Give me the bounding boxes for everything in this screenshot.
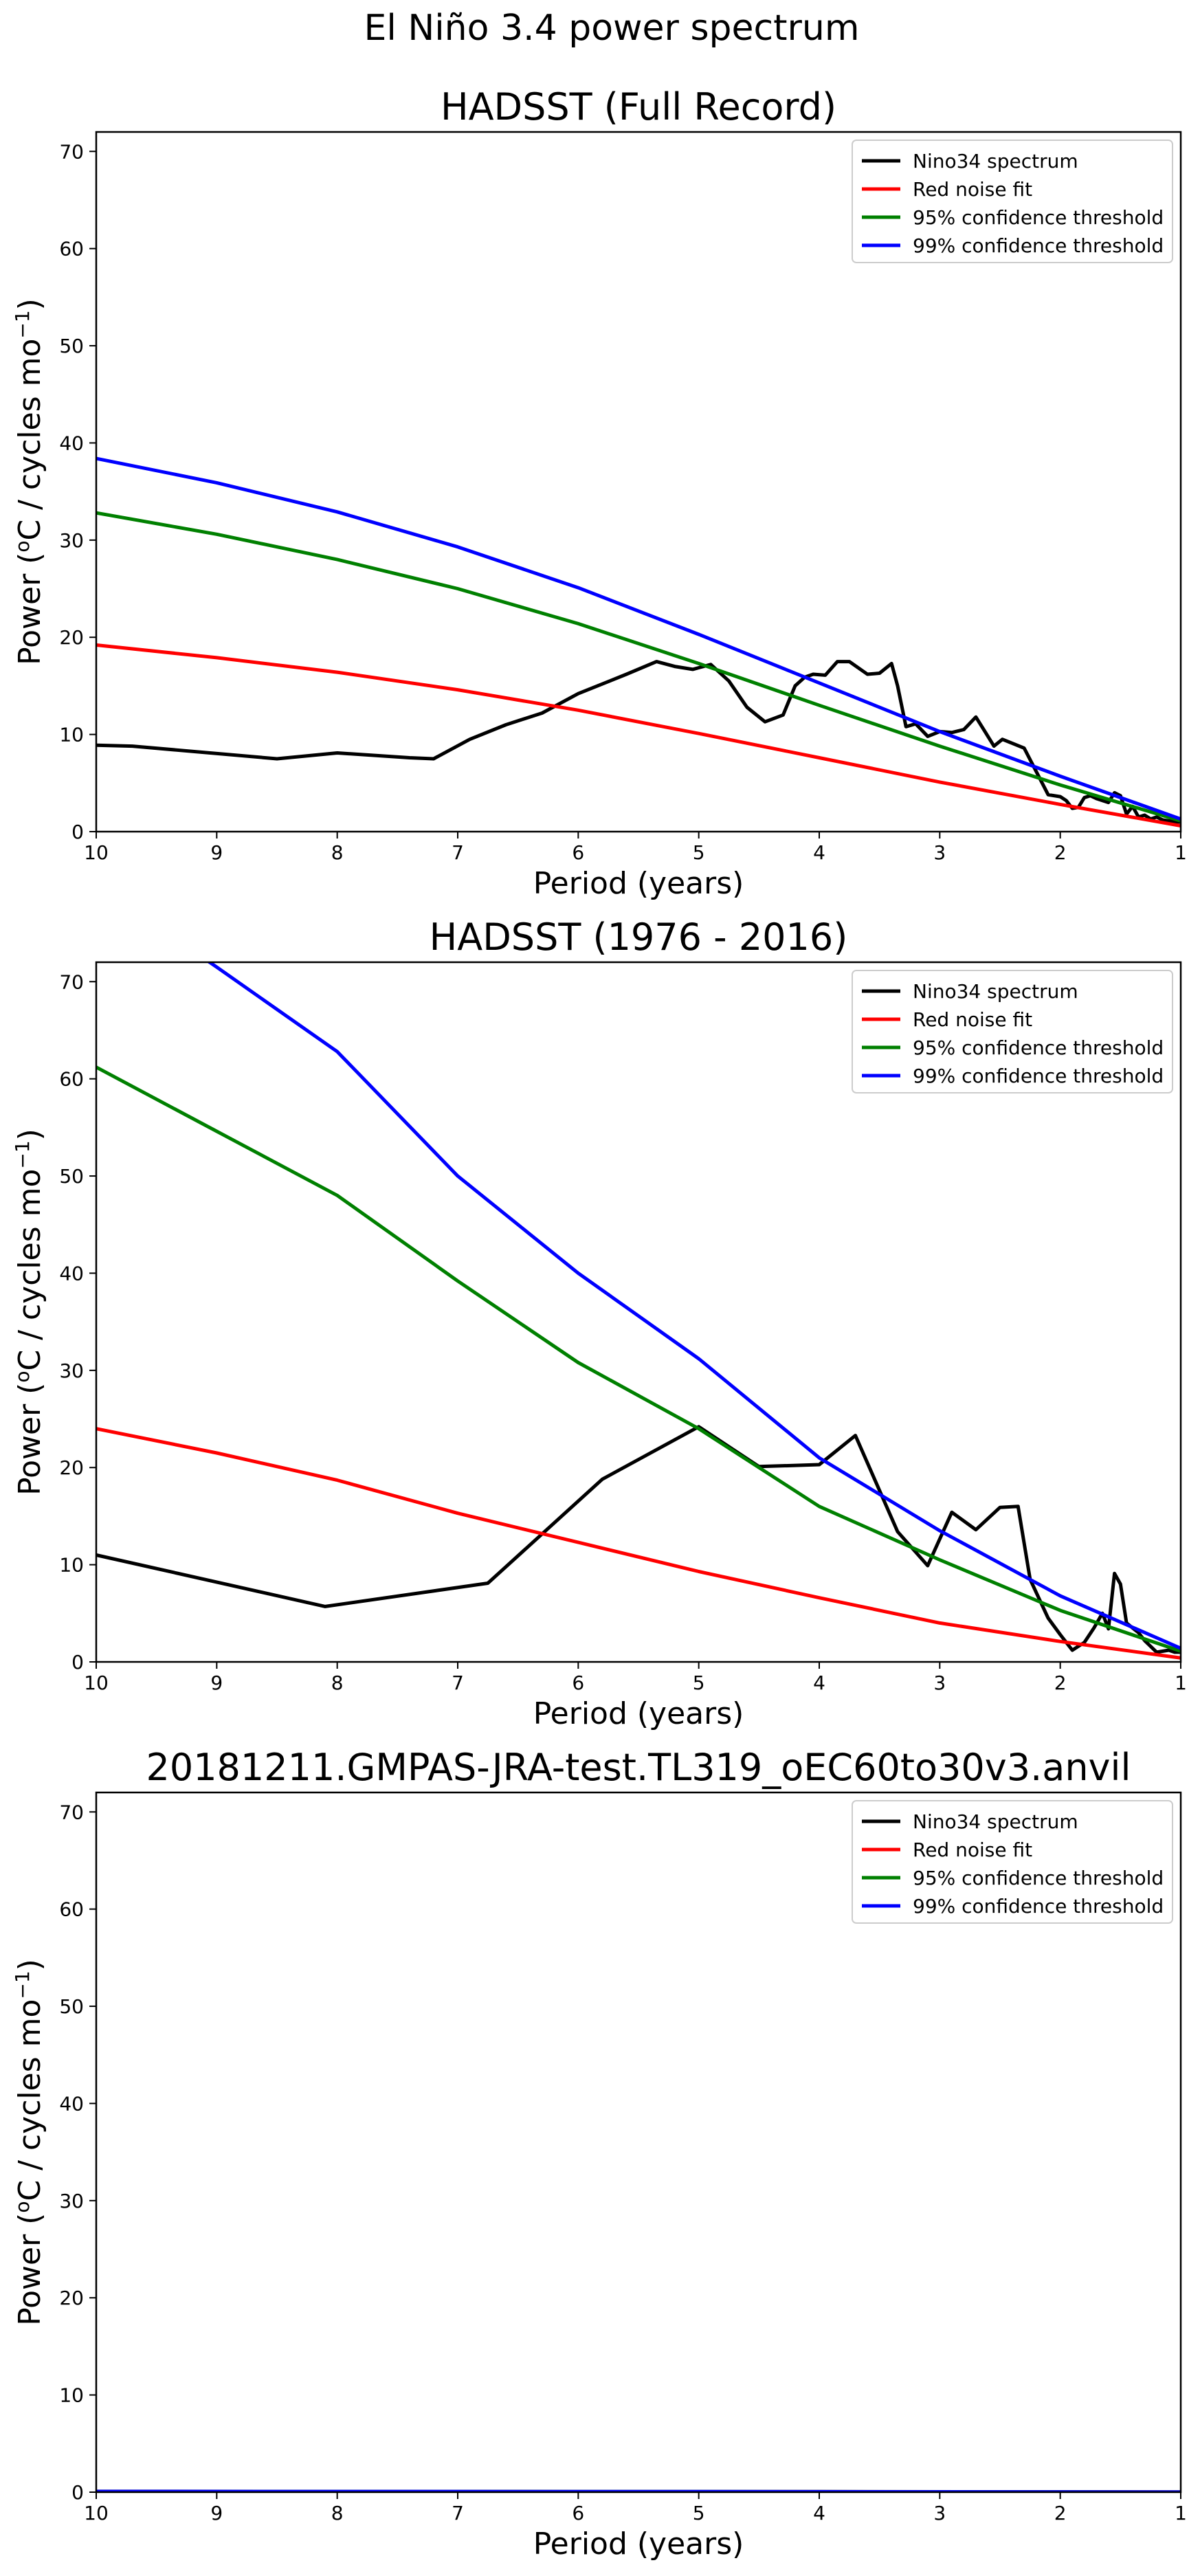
figure-title: El Niño 3.4 power spectrum: [364, 8, 859, 49]
series-line-2: [96, 1427, 1181, 1660]
legend: Nino34 spectrum Red noise fit 95% confiden…: [852, 1800, 1173, 1924]
y-axis-label: Power (oC / cycles mo−1): [11, 1129, 47, 1496]
legend-label: Red noise fit: [913, 1008, 1032, 1031]
x-tick-label: 2: [1054, 841, 1067, 864]
x-tick-label: 6: [572, 841, 584, 864]
chart-panel-3: 20181211.GMPAS-JRA-test.TL319_oEC60to30v…: [11, 1746, 1187, 2562]
legend: Nino34 spectrum Red noise fit 95% confiden…: [852, 140, 1173, 263]
legend-label: Red noise fit: [913, 178, 1032, 201]
y-tick-label: 50: [59, 335, 84, 357]
x-tick-label: 8: [331, 2502, 344, 2524]
legend-label: Red noise fit: [913, 1839, 1032, 1861]
series-group: [96, 456, 1181, 828]
x-tick-label: 7: [452, 2502, 464, 2524]
chart-title: 20181211.GMPAS-JRA-test.TL319_oEC60to30v…: [146, 1746, 1131, 1789]
x-tick-label: 3: [933, 1672, 946, 1694]
series-line-4: [96, 456, 1181, 821]
legend-label: Nino34 spectrum: [913, 150, 1078, 173]
plot-frame: [95, 961, 1182, 1663]
x-tick-label: 1: [1175, 2502, 1187, 2524]
x-tick-label: 1: [1175, 841, 1187, 864]
x-axis-label: Period (years): [533, 1696, 744, 1731]
chart-title: HADSST (1976 - 2016): [430, 915, 848, 959]
x-tick-label: 9: [210, 1672, 223, 1694]
y-tick-label: 60: [59, 238, 84, 260]
series-line-4: [206, 962, 1181, 1650]
x-tick-label: 6: [572, 1672, 584, 1694]
legend-label: 99% confidence threshold: [913, 1895, 1164, 1918]
x-tick-label: 10: [84, 2502, 109, 2524]
series-line-3: [96, 511, 1181, 823]
x-tick-label: 6: [572, 2502, 584, 2524]
legend-label: 95% confidence threshold: [913, 206, 1164, 229]
series-line-1: [96, 1425, 1181, 1654]
x-tick-label: 10: [84, 841, 109, 864]
x-tick-label: 4: [813, 841, 825, 864]
legend-box: [852, 1800, 1173, 1924]
x-tick-label: 5: [693, 1672, 705, 1694]
y-tick-label: 10: [59, 2384, 84, 2407]
y-tick-label: 60: [59, 1898, 84, 1921]
legend-label: Nino34 spectrum: [913, 1810, 1078, 1833]
y-tick-label: 50: [59, 1995, 84, 2018]
y-tick-label: 20: [59, 626, 84, 649]
x-tick-label: 2: [1054, 2502, 1067, 2524]
y-tick-label: 20: [59, 1456, 84, 1479]
y-tick-label: 70: [59, 140, 84, 163]
x-tick-label: 4: [813, 1672, 825, 1694]
y-tick-label: 0: [71, 1651, 84, 1674]
y-tick-label: 40: [59, 2092, 84, 2115]
x-tick-label: 8: [331, 1672, 344, 1694]
legend-label: Nino34 spectrum: [913, 980, 1078, 1003]
y-tick-label: 40: [59, 1262, 84, 1285]
legend-label: 95% confidence threshold: [913, 1036, 1164, 1059]
x-tick-label: 5: [693, 841, 705, 864]
legend-label: 99% confidence threshold: [913, 1065, 1164, 1087]
y-tick-label: 60: [59, 1068, 84, 1091]
y-tick-label: 50: [59, 1165, 84, 1188]
x-tick-label: 3: [933, 2502, 946, 2524]
x-tick-label: 1: [1175, 1672, 1187, 1694]
series-line-1: [96, 660, 1181, 824]
x-tick-label: 7: [452, 1672, 464, 1694]
chart-panel-2: HADSST (1976 - 2016)10 9 8 7 6 5 4 3 2 1010203040…: [11, 915, 1187, 1731]
x-tick-label: 5: [693, 2502, 705, 2524]
y-tick-label: 0: [71, 821, 84, 843]
legend: Nino34 spectrum Red noise fit 95% confiden…: [852, 970, 1173, 1093]
x-axis-label: Period (years): [533, 866, 744, 901]
y-tick-label: 10: [59, 1554, 84, 1577]
y-tick-label: 0: [71, 2481, 84, 2504]
y-tick-label: 10: [59, 724, 84, 746]
chart-title: HADSST (Full Record): [441, 85, 836, 129]
y-tick-label: 70: [59, 970, 84, 993]
y-tick-label: 30: [59, 2190, 84, 2212]
x-tick-label: 2: [1054, 1672, 1067, 1694]
x-tick-label: 10: [84, 1672, 109, 1694]
legend-label: 95% confidence threshold: [913, 1867, 1164, 1889]
y-axis-label: Power (oC / cycles mo−1): [11, 1959, 47, 2326]
y-axis-label: Power (oC / cycles mo−1): [11, 298, 47, 665]
x-tick-label: 7: [452, 841, 464, 864]
x-tick-label: 3: [933, 841, 946, 864]
plot-frame: [95, 1791, 1182, 2494]
y-tick-label: 70: [59, 1801, 84, 1823]
chart-panel-1: HADSST (Full Record)10 9 8 7 6 5 4 3 2 1010203040…: [11, 85, 1187, 901]
x-axis-label: Period (years): [533, 2527, 744, 2562]
x-tick-label: 9: [210, 2502, 223, 2524]
y-tick-label: 20: [59, 2287, 84, 2309]
legend-box: [852, 140, 1173, 263]
series-group: [96, 962, 1181, 1660]
legend-label: 99% confidence threshold: [913, 234, 1164, 257]
legend-box: [852, 970, 1173, 1093]
plot-frame: [95, 131, 1182, 833]
y-tick-label: 30: [59, 1359, 84, 1382]
x-tick-label: 4: [813, 2502, 825, 2524]
x-tick-label: 9: [210, 841, 223, 864]
y-tick-label: 30: [59, 529, 84, 552]
series-line-2: [96, 643, 1181, 828]
y-tick-label: 40: [59, 432, 84, 454]
series-line-3: [96, 1065, 1181, 1653]
x-tick-label: 8: [331, 841, 344, 864]
